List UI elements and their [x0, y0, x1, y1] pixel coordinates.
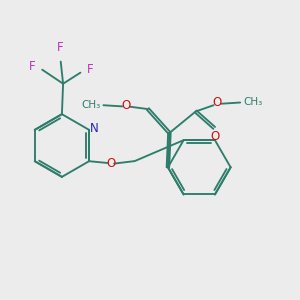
Text: O: O [213, 96, 222, 109]
Text: CH₃: CH₃ [243, 97, 262, 107]
Text: F: F [57, 41, 63, 54]
Text: F: F [29, 60, 36, 73]
Text: N: N [90, 122, 99, 135]
Text: CH₃: CH₃ [82, 100, 101, 110]
Text: O: O [106, 157, 115, 170]
Text: O: O [210, 130, 219, 143]
Text: F: F [87, 63, 93, 76]
Text: O: O [122, 99, 131, 112]
